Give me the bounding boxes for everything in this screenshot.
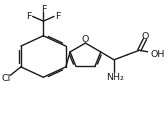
Text: Cl: Cl	[1, 74, 11, 83]
Text: O: O	[142, 31, 149, 40]
Text: F: F	[41, 4, 46, 13]
Text: OH: OH	[150, 49, 165, 58]
Text: O: O	[81, 35, 88, 44]
Text: F: F	[55, 12, 61, 21]
Text: F: F	[26, 12, 31, 21]
Text: NH₂: NH₂	[106, 72, 124, 81]
